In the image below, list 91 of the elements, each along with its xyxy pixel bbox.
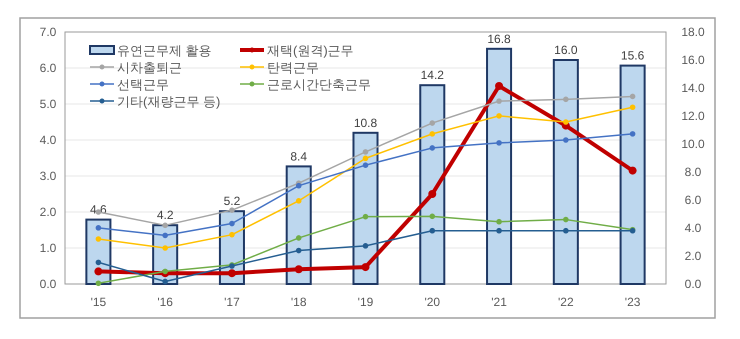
y-tick-label: 4.0: [40, 133, 57, 147]
data-label: 5.2: [224, 194, 241, 208]
y2-tick-label: 6.0: [684, 193, 702, 207]
point: [162, 232, 168, 238]
y-tick-label: 1.0: [40, 241, 57, 255]
point: [162, 222, 168, 228]
bar: [486, 48, 512, 285]
x-tick-label: '15: [90, 295, 107, 309]
point: [229, 232, 235, 238]
point: [362, 214, 368, 220]
x-tick-label: '21: [491, 295, 508, 309]
point: [429, 145, 436, 151]
point: [96, 236, 102, 242]
point: [496, 228, 502, 234]
point: [563, 137, 569, 143]
point: [228, 269, 236, 278]
y-tick-label: 7.0: [40, 25, 57, 39]
point: [296, 198, 302, 204]
y2-tick-label: 16.0: [681, 53, 705, 67]
point: [96, 260, 102, 266]
x-tick-label: '20: [424, 295, 440, 309]
x-tick-label: '23: [624, 295, 641, 309]
data-label: 8.4: [290, 149, 308, 164]
point: [362, 243, 368, 249]
point: [94, 267, 102, 276]
point: [296, 248, 302, 254]
data-label: 4.2: [156, 208, 174, 222]
point: [496, 140, 502, 146]
y2-tick-label: 0.0: [684, 277, 702, 291]
point: [495, 82, 504, 90]
data-label: 16.8: [487, 32, 512, 46]
point: [628, 166, 637, 175]
point: [428, 190, 436, 198]
y2-tick-label: 8.0: [684, 165, 702, 179]
y-tick-label: 5.0: [40, 97, 57, 111]
point: [563, 228, 569, 234]
point: [362, 156, 368, 162]
y-tick-label: 3.0: [40, 169, 57, 183]
x-tick-label: '18: [290, 295, 307, 309]
y2-tick-label: 2.0: [684, 249, 702, 263]
y2-tick-label: 14.0: [681, 81, 705, 95]
x-tick-label: '17: [224, 295, 240, 309]
point: [496, 113, 502, 119]
point: [296, 235, 302, 241]
y2-tick-label: 18.0: [681, 25, 705, 39]
point: [229, 220, 235, 226]
point: [630, 131, 636, 137]
y2-tick-label: 12.0: [681, 109, 705, 123]
legend-label: 탄력근무: [267, 60, 319, 75]
point: [229, 207, 235, 213]
point: [563, 119, 569, 125]
legend-label: 선택근무: [117, 77, 169, 92]
x-tick-label: '19: [358, 295, 374, 309]
legend-label: 시차출퇴근: [117, 60, 182, 75]
data-label: 14.2: [420, 68, 444, 82]
point: [563, 96, 569, 102]
point: [362, 162, 368, 168]
bar: [620, 64, 646, 285]
point: [496, 218, 502, 225]
y-tick-label: 6.0: [40, 61, 57, 75]
point: [162, 278, 168, 284]
point: [630, 104, 636, 110]
y-tick-label: 0.0: [40, 277, 57, 291]
data-label: 15.6: [620, 48, 645, 63]
point: [362, 149, 368, 155]
point: [162, 268, 168, 274]
y2-tick-label: 4.0: [684, 221, 702, 235]
point: [362, 263, 370, 272]
point: [429, 131, 436, 137]
point: [563, 216, 569, 222]
bar: [552, 59, 579, 285]
point: [96, 280, 102, 286]
data-label: 10.8: [354, 116, 378, 130]
point: [429, 228, 436, 234]
point: [429, 214, 436, 220]
point: [496, 98, 502, 104]
point: [630, 94, 636, 100]
legend-label: 재택(원격)근무: [267, 43, 354, 58]
point: [162, 245, 168, 251]
legend-label: 기타(재량근무 등): [117, 94, 220, 109]
x-tick-label: '22: [558, 295, 574, 309]
x-tick-label: '16: [157, 295, 174, 309]
y-tick-label: 2.0: [40, 205, 57, 219]
y2-tick-label: 10.0: [681, 137, 705, 151]
data-label: 16.0: [554, 43, 578, 57]
point: [429, 120, 436, 126]
point: [96, 225, 102, 231]
point: [296, 182, 302, 189]
legend-label: 유연근무제 활용: [117, 43, 212, 58]
point: [294, 265, 303, 274]
legend-label: 근로시간단축근무: [267, 77, 371, 92]
